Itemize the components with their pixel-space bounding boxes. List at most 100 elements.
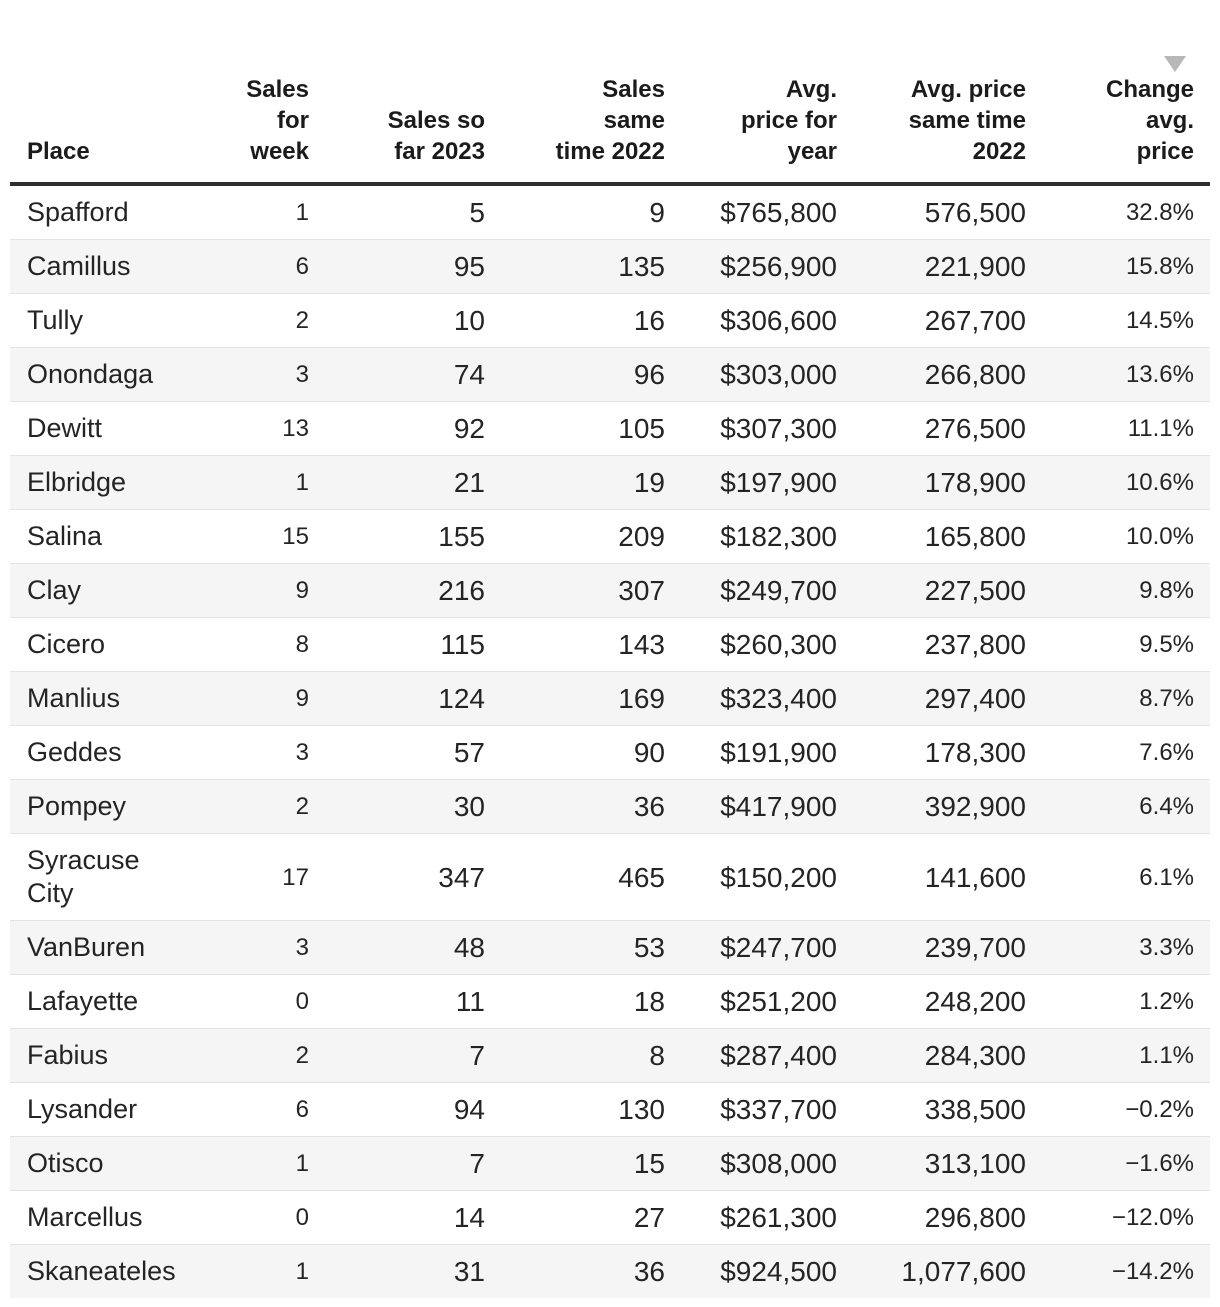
avg-price-for-year-cell: $191,900 — [665, 725, 837, 780]
avg-price-for-year-cell: $337,700 — [665, 1082, 837, 1137]
place-cell: Marcellus — [10, 1190, 177, 1245]
place-cell: Syracuse City — [10, 833, 177, 921]
table-row: Salina 15 155 209 $182,300 165,800 10.0% — [10, 509, 1210, 564]
avg-price-same-time-2022-cell: 227,500 — [837, 563, 1026, 618]
column-header-change-avg-price[interactable]: Change avg. price — [1026, 50, 1210, 186]
place-cell: Tully — [10, 293, 177, 348]
sales-same-time-2022-cell: 96 — [485, 347, 665, 402]
sales-same-time-2022-cell: 9 — [485, 183, 665, 240]
sales-so-far-2023-cell: 124 — [309, 671, 485, 726]
place-cell: Skaneateles — [10, 1244, 177, 1298]
avg-price-for-year-cell: $197,900 — [665, 455, 837, 510]
sales-so-far-2023-cell: 216 — [309, 563, 485, 618]
column-header-label: Avg. price for year — [740, 76, 837, 165]
place-cell: Lafayette — [10, 974, 177, 1029]
avg-price-for-year-cell: $417,900 — [665, 779, 837, 834]
sales-so-far-2023-cell: 21 — [309, 455, 485, 510]
sales-for-week-cell: 3 — [177, 725, 309, 780]
sort-descending-icon — [1164, 56, 1186, 72]
sales-same-time-2022-cell: 169 — [485, 671, 665, 726]
sales-for-week-cell: 2 — [177, 1028, 309, 1083]
avg-price-for-year-cell: $256,900 — [665, 239, 837, 294]
change-avg-price-cell: 1.2% — [1026, 974, 1210, 1029]
column-header-label: Sales for week — [246, 76, 309, 165]
place-cell: Lysander — [10, 1082, 177, 1137]
sales-so-far-2023-cell: 14 — [309, 1190, 485, 1245]
avg-price-same-time-2022-cell: 266,800 — [837, 347, 1026, 402]
sales-so-far-2023-cell: 31 — [309, 1244, 485, 1298]
sales-same-time-2022-cell: 143 — [485, 617, 665, 672]
change-avg-price-cell: 11.1% — [1026, 401, 1210, 456]
sales-same-time-2022-cell: 15 — [485, 1136, 665, 1191]
table-row: Spafford 1 5 9 $765,800 576,500 32.8% — [10, 183, 1210, 240]
avg-price-same-time-2022-cell: 221,900 — [837, 239, 1026, 294]
change-avg-price-cell: 1.1% — [1026, 1028, 1210, 1083]
sales-same-time-2022-cell: 135 — [485, 239, 665, 294]
sales-so-far-2023-cell: 74 — [309, 347, 485, 402]
place-cell: Clay — [10, 563, 177, 618]
avg-price-same-time-2022-cell: 297,400 — [837, 671, 1026, 726]
sales-for-week-cell: 15 — [177, 509, 309, 564]
sales-for-week-cell: 1 — [177, 455, 309, 510]
avg-price-same-time-2022-cell: 237,800 — [837, 617, 1026, 672]
column-header-avg-price-for-year[interactable]: Avg. price for year — [665, 50, 837, 186]
sales-for-week-cell: 1 — [177, 1244, 309, 1298]
sales-for-week-cell: 9 — [177, 563, 309, 618]
change-avg-price-cell: 10.6% — [1026, 455, 1210, 510]
sales-for-week-cell: 3 — [177, 347, 309, 402]
sales-same-time-2022-cell: 465 — [485, 833, 665, 921]
change-avg-price-cell: 9.5% — [1026, 617, 1210, 672]
avg-price-for-year-cell: $323,400 — [665, 671, 837, 726]
sales-same-time-2022-cell: 19 — [485, 455, 665, 510]
avg-price-for-year-cell: $251,200 — [665, 974, 837, 1029]
sales-for-week-cell: 9 — [177, 671, 309, 726]
column-header-sales-same-time-2022[interactable]: Sales same time 2022 — [485, 50, 665, 186]
change-avg-price-cell: 13.6% — [1026, 347, 1210, 402]
sales-so-far-2023-cell: 155 — [309, 509, 485, 564]
sales-so-far-2023-cell: 48 — [309, 920, 485, 975]
place-cell: Spafford — [10, 183, 177, 240]
sales-so-far-2023-cell: 5 — [309, 183, 485, 240]
column-header-sales-so-far-2023[interactable]: Sales so far 2023 — [309, 50, 485, 186]
change-avg-price-cell: −14.2% — [1026, 1244, 1210, 1298]
table-row: Lysander 6 94 130 $337,700 338,500 −0.2% — [10, 1082, 1210, 1137]
place-cell: Camillus — [10, 239, 177, 294]
sales-same-time-2022-cell: 53 — [485, 920, 665, 975]
column-header-place[interactable]: Place — [10, 50, 177, 186]
column-header-label: Change avg. price — [1105, 76, 1194, 165]
avg-price-same-time-2022-cell: 178,300 — [837, 725, 1026, 780]
avg-price-same-time-2022-cell: 248,200 — [837, 974, 1026, 1029]
table-row: Fabius 2 7 8 $287,400 284,300 1.1% — [10, 1028, 1210, 1083]
column-header-sales-for-week[interactable]: Sales for week — [177, 50, 309, 186]
change-avg-price-cell: −1.6% — [1026, 1136, 1210, 1191]
column-header-avg-price-same-time-2022[interactable]: Avg. price same time 2022 — [837, 50, 1026, 186]
avg-price-same-time-2022-cell: 392,900 — [837, 779, 1026, 834]
sales-so-far-2023-cell: 115 — [309, 617, 485, 672]
avg-price-for-year-cell: $150,200 — [665, 833, 837, 921]
change-avg-price-cell: 9.8% — [1026, 563, 1210, 618]
avg-price-for-year-cell: $182,300 — [665, 509, 837, 564]
avg-price-for-year-cell: $249,700 — [665, 563, 837, 618]
sales-for-week-cell: 6 — [177, 239, 309, 294]
change-avg-price-cell: 6.4% — [1026, 779, 1210, 834]
sales-so-far-2023-cell: 94 — [309, 1082, 485, 1137]
sales-for-week-cell: 17 — [177, 833, 309, 921]
sales-same-time-2022-cell: 16 — [485, 293, 665, 348]
change-avg-price-cell: 10.0% — [1026, 509, 1210, 564]
sales-for-week-cell: 1 — [177, 183, 309, 240]
sales-same-time-2022-cell: 209 — [485, 509, 665, 564]
sales-so-far-2023-cell: 57 — [309, 725, 485, 780]
place-cell: Pompey — [10, 779, 177, 834]
table-row: Tully 2 10 16 $306,600 267,700 14.5% — [10, 293, 1210, 348]
avg-price-for-year-cell: $247,700 — [665, 920, 837, 975]
sales-same-time-2022-cell: 8 — [485, 1028, 665, 1083]
column-header-label: Avg. price same time 2022 — [908, 76, 1026, 165]
avg-price-same-time-2022-cell: 338,500 — [837, 1082, 1026, 1137]
place-cell: Otisco — [10, 1136, 177, 1191]
change-avg-price-cell: 8.7% — [1026, 671, 1210, 726]
table-row: Onondaga 3 74 96 $303,000 266,800 13.6% — [10, 347, 1210, 402]
table-row: Marcellus 0 14 27 $261,300 296,800 −12.0% — [10, 1190, 1210, 1245]
change-avg-price-cell: 3.3% — [1026, 920, 1210, 975]
sales-so-far-2023-cell: 7 — [309, 1136, 485, 1191]
header-row: Place Sales for week Sales so far 2023 Sale… — [10, 50, 1210, 186]
